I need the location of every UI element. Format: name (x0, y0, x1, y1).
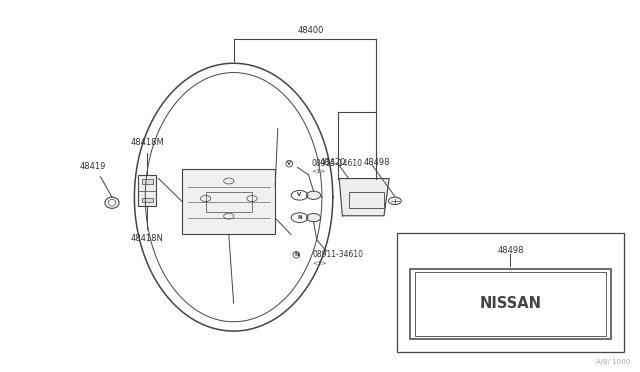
Circle shape (307, 214, 321, 222)
Text: 48418M: 48418M (131, 138, 164, 147)
Bar (397, 232, 624, 352)
Text: V: V (298, 192, 301, 198)
Text: <1>: <1> (312, 260, 326, 266)
Text: 48420: 48420 (320, 158, 346, 167)
Bar (142, 198, 152, 202)
Bar (349, 192, 384, 208)
Text: 48418N: 48418N (131, 234, 164, 243)
Bar (142, 179, 152, 184)
Text: 08911-34610: 08911-34610 (312, 250, 364, 259)
Bar (410, 269, 611, 339)
Text: N: N (294, 252, 299, 257)
Text: 08915-14610: 08915-14610 (312, 159, 363, 168)
Bar (415, 272, 606, 336)
Polygon shape (339, 179, 389, 216)
Bar (182, 169, 275, 234)
Circle shape (388, 197, 401, 205)
Text: A/8/ 1000: A/8/ 1000 (596, 359, 630, 365)
Text: 48400: 48400 (297, 26, 324, 35)
Text: N: N (297, 215, 302, 220)
Text: 48498: 48498 (364, 158, 390, 167)
Text: 48419: 48419 (79, 162, 106, 171)
Circle shape (307, 191, 321, 199)
Bar (138, 175, 156, 206)
Text: NISSAN: NISSAN (479, 296, 541, 311)
Text: V: V (287, 161, 291, 166)
Text: 48498: 48498 (497, 246, 524, 255)
Bar (205, 192, 252, 212)
Text: <1>: <1> (312, 169, 326, 174)
